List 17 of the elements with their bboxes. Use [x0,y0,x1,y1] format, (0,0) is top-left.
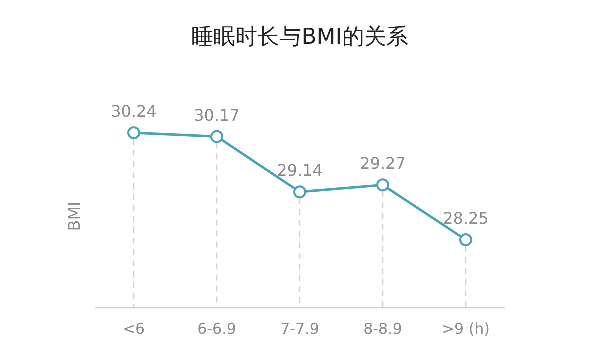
point [128,126,141,140]
y-axis-title: BMI [65,202,84,232]
x-tick-label: 8-8.9 [364,320,402,338]
data-label: 30.17 [194,106,240,125]
x-tick-label: >9 (h) [442,320,490,338]
data-label: 29.27 [360,154,406,174]
data-label: 28.25 [443,209,489,228]
point [210,130,224,144]
point [294,186,306,199]
chart-title: 睡眠时长与BMI的关系 [192,25,408,50]
x-tick-label: <6 [122,320,146,338]
data-label: 30.24 [111,102,157,121]
x-tick-label: 6-6.9 [198,320,236,338]
x-tick-label: 7-7.9 [280,320,320,338]
data-label: 29.14 [277,161,323,180]
point [376,178,390,192]
point [459,234,472,246]
